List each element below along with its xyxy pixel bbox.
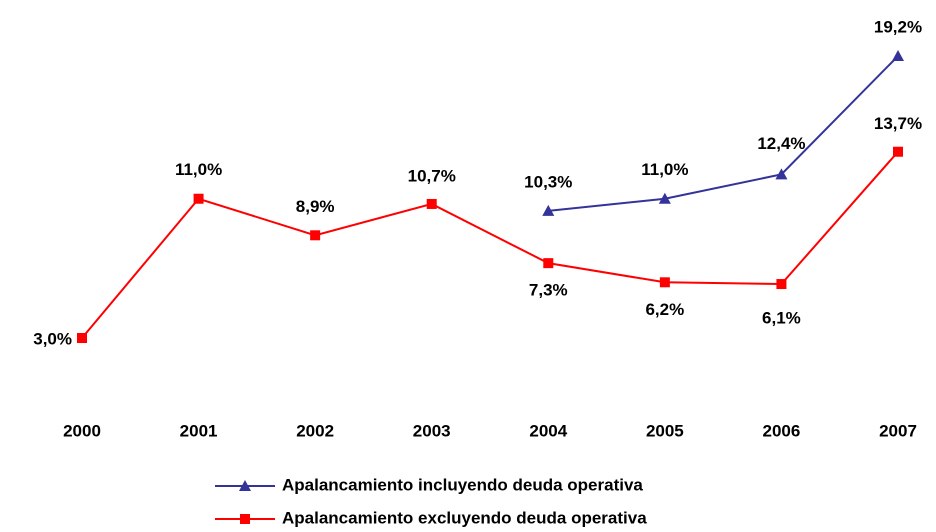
series-line — [548, 55, 899, 212]
x-tick-label: 2004 — [529, 421, 567, 440]
point — [542, 204, 555, 216]
data-label: 7,3% — [529, 281, 568, 300]
point — [658, 192, 671, 204]
series-line — [81, 151, 899, 339]
legend-label: Apalancamiento incluyendo deuda operativ… — [282, 475, 643, 494]
data-label: 13,7% — [874, 114, 922, 133]
x-tick-label: 2001 — [180, 421, 218, 440]
point — [193, 193, 204, 204]
point — [776, 279, 787, 290]
point — [310, 230, 321, 241]
point — [893, 146, 903, 157]
legend-label: Apalancamiento excluyendo deuda operativ… — [282, 508, 647, 527]
data-label: 6,2% — [645, 300, 684, 319]
x-tick-label: 2005 — [646, 421, 684, 440]
x-tick-label: 2007 — [879, 421, 917, 440]
x-tick-label: 2000 — [63, 421, 101, 440]
point — [892, 50, 904, 61]
x-tick-label: 2002 — [296, 421, 334, 440]
point — [543, 258, 554, 269]
point — [77, 333, 87, 343]
data-label: 19,2% — [874, 17, 922, 36]
x-tick-label: 2006 — [763, 421, 801, 440]
legend-marker — [239, 480, 251, 491]
data-label: 8,9% — [296, 197, 335, 216]
point — [775, 168, 788, 180]
legend-marker — [240, 514, 250, 524]
x-tick-label: 2003 — [413, 421, 451, 440]
data-label: 12,4% — [757, 134, 805, 153]
point — [659, 277, 670, 288]
data-label: 11,0% — [175, 160, 222, 179]
point — [426, 198, 437, 209]
data-label: 11,0% — [641, 160, 688, 179]
data-label: 6,1% — [762, 309, 801, 328]
data-label: 3,0% — [33, 329, 72, 348]
data-label: 10,3% — [524, 172, 572, 191]
data-label: 10,7% — [408, 166, 456, 185]
